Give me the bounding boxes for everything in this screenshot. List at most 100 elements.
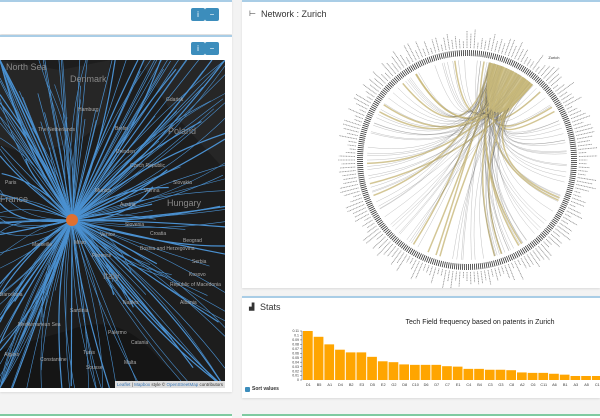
node-label (538, 246, 551, 261)
node-label (578, 173, 586, 176)
bar-D7[interactable] (431, 364, 442, 380)
connection-line (0, 60, 73, 221)
bar-E2[interactable] (377, 361, 388, 380)
bar-A2[interactable] (517, 372, 527, 380)
connection-line (0, 209, 73, 221)
node-label (491, 269, 494, 278)
node-label (574, 190, 581, 194)
bar-C4[interactable] (463, 368, 474, 380)
node-label (369, 84, 379, 92)
y-tick-label: 0.04 (292, 360, 299, 364)
map-label-croatia: Croatia (150, 231, 167, 237)
map-attribution: Leaflet | Mapbox style © OpenStreetMap c… (114, 381, 225, 388)
node-label (526, 59, 532, 66)
bar-E3[interactable] (356, 352, 367, 380)
connection-line (71, 60, 199, 221)
node-label (545, 238, 552, 245)
bar-C7[interactable] (442, 366, 452, 380)
connection-line (71, 219, 225, 293)
bar-D6[interactable] (420, 364, 431, 380)
connection-line (0, 193, 73, 221)
node-label (422, 263, 427, 271)
map[interactable]: North Sea Denmark Hamburg Berlin Gdańsk Polan… (0, 60, 225, 388)
map-label-czech: Czech Republic (130, 163, 166, 169)
bar-C6[interactable] (527, 372, 538, 380)
bar-B1[interactable] (559, 374, 570, 380)
bar-D5[interactable] (367, 356, 377, 380)
x-tick-label: A2 (520, 383, 525, 387)
x-tick-label: C6 (531, 383, 536, 387)
node-label (365, 90, 375, 98)
stats-panel: ▟ Stats Tech Field frequency based on pa… (242, 296, 600, 398)
bar-D1[interactable] (303, 331, 313, 380)
stats-title: Stats (260, 302, 281, 312)
node-label (410, 259, 417, 270)
bar-C8[interactable] (506, 370, 516, 380)
connection-line (71, 164, 225, 221)
node-label (501, 42, 506, 54)
map-label-constantine: Constantine (40, 357, 67, 363)
x-tick-label: D8 (402, 383, 407, 387)
connection-line (0, 219, 73, 237)
node-label (343, 180, 358, 184)
map-label-palermo: Palermo (108, 330, 127, 336)
node-label (480, 38, 483, 49)
bar-D8[interactable] (399, 364, 409, 380)
chord-diagram[interactable]: Zurich (242, 2, 600, 288)
node-label (577, 177, 597, 181)
node-label (405, 57, 411, 64)
zurich-chord[interactable] (486, 62, 533, 113)
zurich-hub-marker[interactable] (66, 214, 78, 226)
connection-line (37, 93, 73, 221)
bar-A6[interactable] (549, 373, 559, 380)
bar-C11[interactable] (538, 372, 549, 380)
info-button[interactable]: i (191, 42, 205, 55)
node-label (376, 241, 391, 257)
bar-E1[interactable] (452, 366, 463, 380)
map-label-sardinia: Sardinia (70, 308, 89, 314)
bar-A1[interactable] (324, 344, 335, 380)
connection-line (71, 85, 82, 221)
sort-values-checkbox[interactable]: Sort values (245, 386, 279, 392)
connection-line (71, 166, 181, 221)
node-label (507, 39, 515, 57)
bar-D4[interactable] (335, 349, 345, 380)
mapbox-link[interactable]: Mapbox (134, 382, 151, 387)
node-label (338, 170, 356, 173)
bar-G3[interactable] (495, 369, 506, 380)
y-tick-label: 0.01 (292, 374, 299, 378)
bar-G2[interactable] (388, 362, 399, 380)
bar-C1[interactable] (591, 375, 600, 380)
node-label (572, 197, 587, 204)
node-label (523, 57, 529, 64)
node-label (350, 197, 362, 203)
osm-link[interactable]: OpenStreetMap (166, 382, 199, 387)
bar-B4[interactable] (474, 368, 484, 380)
x-tick-label: B1 (563, 383, 568, 387)
collapse-button[interactable]: − (205, 8, 219, 21)
bar-A5[interactable] (581, 375, 591, 380)
bar-B2[interactable] (345, 352, 356, 380)
leaflet-link[interactable]: Leaflet (116, 382, 131, 387)
bar-C3[interactable] (484, 369, 495, 380)
connection-line (22, 96, 73, 221)
attr-style: style © (150, 382, 167, 387)
connection-line (71, 60, 127, 221)
connection-line (71, 93, 225, 221)
map-label-poland: Poland (168, 126, 197, 136)
bar-A3[interactable] (570, 375, 581, 380)
node-label (442, 269, 447, 288)
x-tick-label: D6 (424, 383, 429, 387)
bar-B5[interactable] (313, 336, 324, 380)
connection-line (71, 219, 90, 388)
checkbox-icon[interactable] (245, 386, 250, 392)
node-label (568, 207, 581, 214)
node-label (555, 228, 571, 241)
node-label (347, 204, 365, 213)
node-label (359, 109, 366, 113)
info-button[interactable]: i (191, 8, 205, 21)
node-label (576, 184, 596, 190)
map-label-naples: Naples (123, 300, 139, 306)
collapse-button[interactable]: − (205, 42, 219, 55)
bar-C10[interactable] (410, 364, 420, 380)
